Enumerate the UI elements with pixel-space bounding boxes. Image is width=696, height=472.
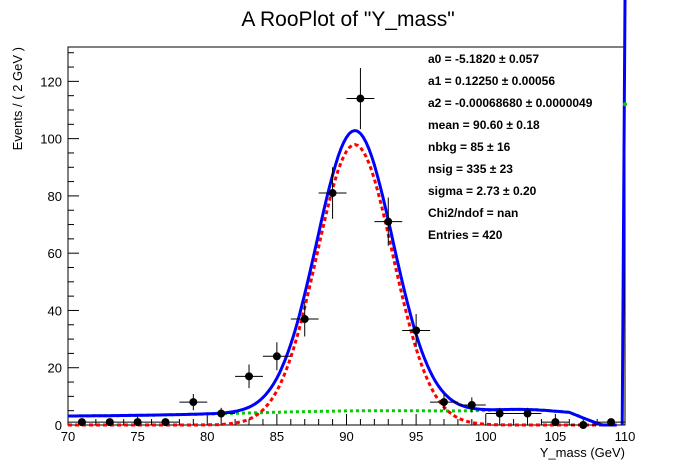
fit-parameter: a2 = -0.00068680 ± 0.0000049 (428, 96, 593, 110)
data-point (77, 418, 86, 427)
fit-curves (68, 0, 627, 427)
fit-parameter: mean = 90.60 ± 0.18 (428, 118, 540, 132)
data-point (272, 352, 281, 361)
data-point (467, 400, 476, 409)
x-tick-label: 110 (615, 429, 636, 444)
y-tick-label: 80 (48, 189, 62, 204)
data-point (328, 189, 337, 198)
x-axis-label: Y_mass (GeV) (540, 445, 625, 460)
y-tick-label: 120 (40, 74, 62, 89)
data-point (105, 418, 114, 427)
y-tick-label: 20 (48, 361, 62, 376)
data-point (439, 398, 448, 407)
data-point (412, 326, 421, 335)
data-point (133, 418, 142, 427)
x-tick-label: 70 (61, 429, 75, 444)
data-point (551, 418, 560, 427)
data-point (607, 418, 616, 427)
x-tick-label: 100 (475, 429, 497, 444)
x-tick-label: 95 (409, 429, 423, 444)
x-tick-label: 85 (270, 429, 284, 444)
chart-title: A RooPlot of "Y_mass" (241, 8, 454, 31)
total-fit-curve (68, 128, 617, 427)
fit-parameter: Chi2/ndof = nan (428, 206, 518, 220)
data-points (68, 67, 625, 429)
y-axis-label: Events / ( 2 GeV ) (10, 47, 25, 150)
fit-parameter: nsig = 335 ± 23 (428, 162, 513, 176)
data-point (217, 409, 226, 418)
data-point (245, 372, 254, 381)
background-curve (68, 407, 617, 427)
data-point (300, 315, 309, 324)
fit-parameter: Entries = 420 (428, 228, 503, 242)
data-point (384, 217, 393, 226)
y-tick-label: 40 (48, 303, 62, 318)
x-tick-label: 105 (545, 429, 567, 444)
data-point (495, 409, 504, 418)
y-tick-label: 60 (48, 246, 62, 261)
fit-parameter: nbkg = 85 ± 16 (428, 140, 511, 154)
background-edge-marker (623, 102, 627, 107)
x-tick-label: 90 (339, 429, 353, 444)
x-tick-label: 75 (130, 429, 144, 444)
data-point (523, 409, 532, 418)
fit-parameter: sigma = 2.73 ± 0.20 (428, 184, 537, 198)
y-tick-label: 100 (40, 132, 62, 147)
total-fit-edge (620, 0, 627, 426)
fit-parameters-box: a0 = -5.1820 ± 0.057 a1 = 0.12250 ± 0.000… (428, 52, 593, 242)
data-point (161, 418, 170, 427)
data-point (356, 94, 365, 103)
data-point (579, 421, 588, 429)
fit-parameter: a0 = -5.1820 ± 0.057 (428, 52, 539, 66)
fit-parameter: a1 = 0.12250 ± 0.00056 (428, 74, 555, 88)
data-point (189, 398, 198, 407)
signal-curve (68, 143, 617, 427)
y-tick-label: 0 (55, 418, 62, 433)
x-axis: 70 75 80 85 90 95 100 105 110 (61, 414, 636, 444)
x-tick-label: 80 (200, 429, 214, 444)
y-axis: 0 20 40 60 80 100 120 (40, 52, 79, 433)
